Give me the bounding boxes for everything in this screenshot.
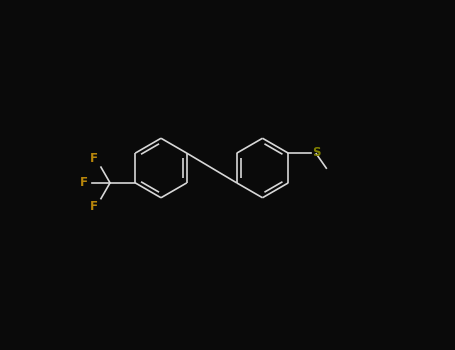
Text: F: F [90, 152, 98, 165]
Text: F: F [81, 176, 88, 189]
Text: F: F [90, 201, 98, 214]
Text: S: S [312, 146, 321, 159]
